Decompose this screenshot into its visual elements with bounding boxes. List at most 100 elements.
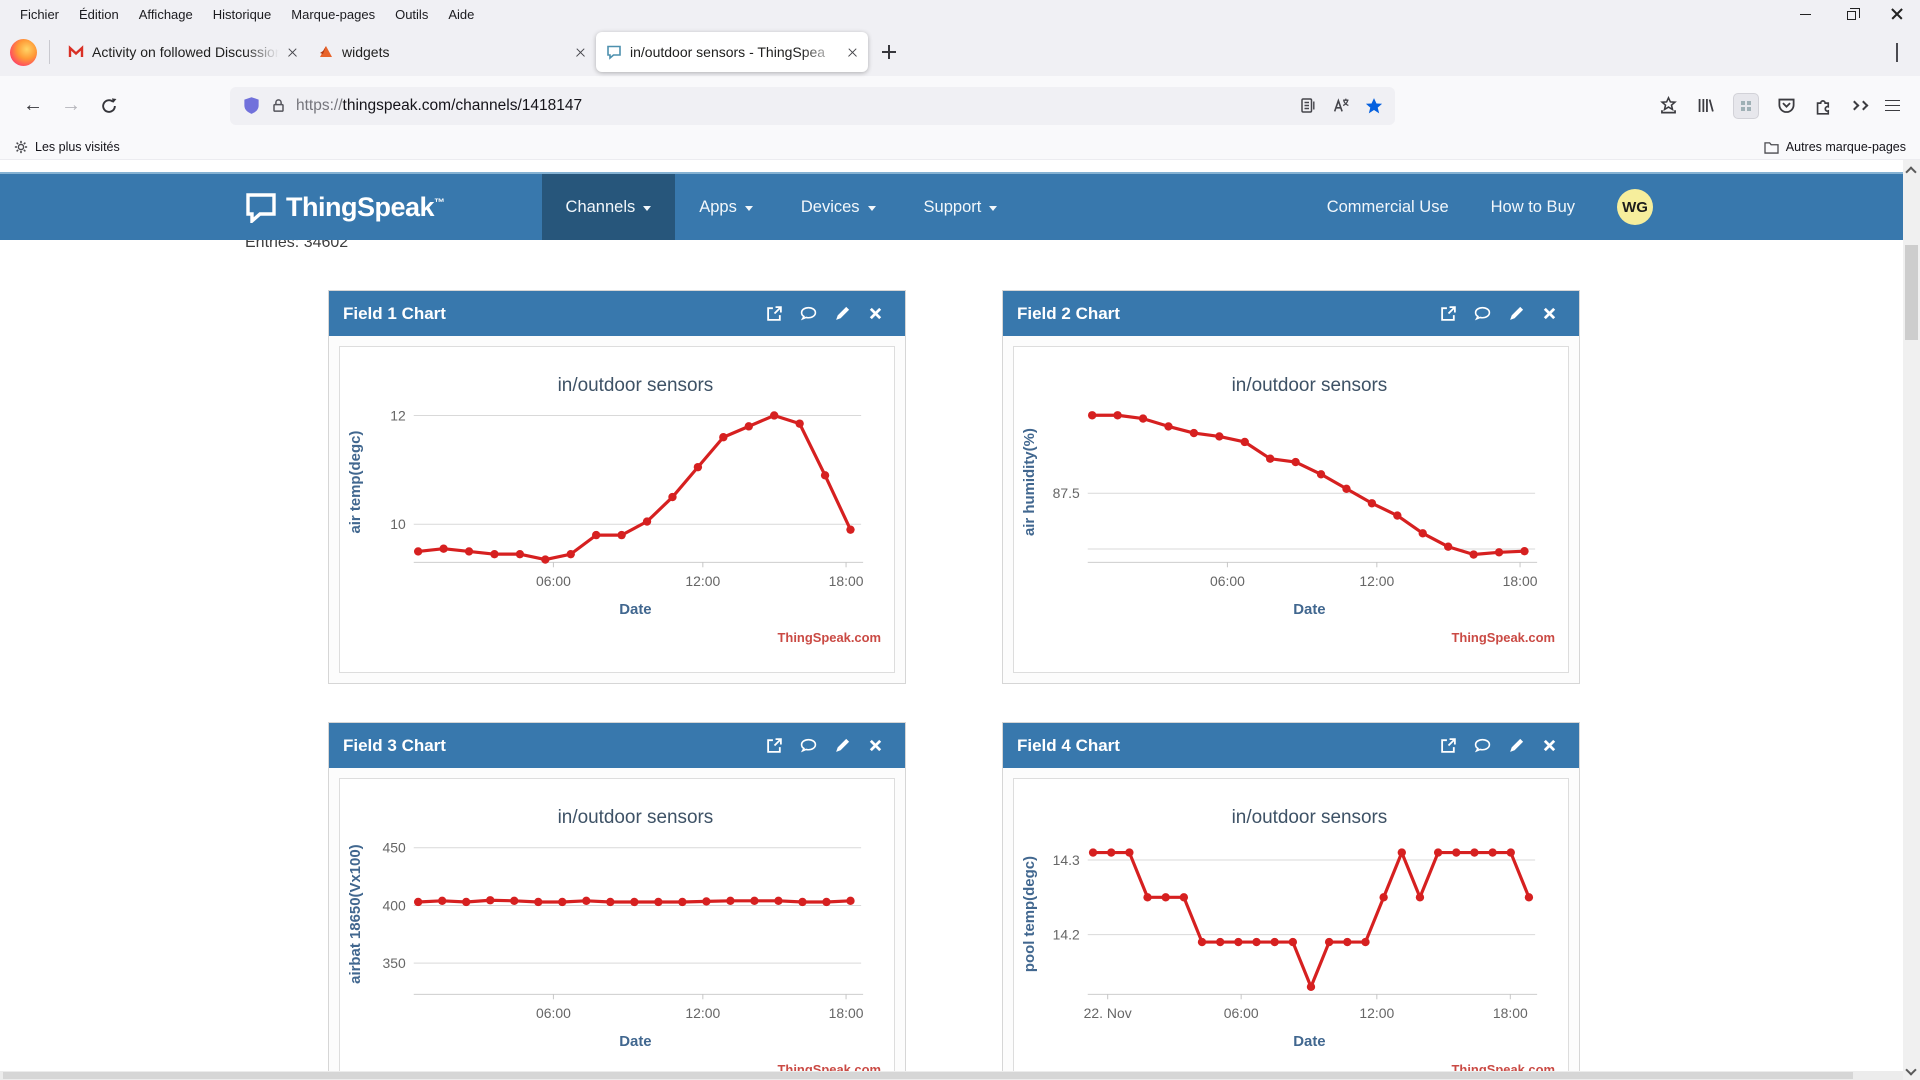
thingspeak-nav-right: Commercial Use How to Buy WG (1327, 174, 1653, 240)
vertical-scrollbar[interactable] (1903, 160, 1920, 1080)
menu-marque-pages[interactable]: Marque-pages (281, 7, 385, 22)
reload-button[interactable] (90, 88, 128, 124)
nav-channels[interactable]: Channels (542, 174, 676, 240)
tab-thingspeak-active[interactable]: in/outdoor sensors - ThingSpea (596, 32, 868, 72)
svg-text:18:00: 18:00 (829, 573, 864, 589)
field-4-chart[interactable]: in/outdoor sensorspool temp(degc)14.314.… (1014, 779, 1569, 1080)
menu-aide[interactable]: Aide (438, 7, 484, 22)
horizontal-scrollbar[interactable] (0, 1071, 1903, 1080)
thingspeak-logo[interactable]: ThingSpeak™ (245, 174, 445, 240)
field-2-chart[interactable]: in/outdoor sensorsair humidity(%)87.506:… (1014, 347, 1569, 673)
svg-text:06:00: 06:00 (536, 1005, 571, 1021)
external-link-icon[interactable] (1440, 737, 1457, 754)
thingspeak-navbar: ThingSpeak™ Channels Apps Devices Suppor… (0, 172, 1903, 240)
menu-fichier[interactable]: Fichier (10, 7, 69, 22)
remove-x-icon[interactable] (1542, 738, 1557, 753)
svg-text:450: 450 (382, 840, 406, 856)
tab-gmail[interactable]: Activity on followed Discussion (58, 32, 308, 72)
gear-icon (14, 140, 28, 154)
comment-icon[interactable] (1474, 305, 1491, 322)
edit-pencil-icon[interactable] (834, 737, 851, 754)
disabled-extension-icon[interactable] (1733, 93, 1759, 119)
nav-support[interactable]: Support (900, 174, 1022, 240)
field-3-chart[interactable]: in/outdoor sensorsairbat 18650(Vx100)450… (340, 779, 895, 1080)
bookmark-star-icon[interactable] (1365, 97, 1383, 115)
external-link-icon[interactable] (766, 737, 783, 754)
svg-text:ThingSpeak.com: ThingSpeak.com (778, 630, 882, 645)
forward-button[interactable]: → (52, 88, 90, 124)
svg-text:400: 400 (382, 897, 406, 913)
svg-text:in/outdoor sensors: in/outdoor sensors (1232, 375, 1388, 396)
external-link-icon[interactable] (766, 305, 783, 322)
reader-mode-icon[interactable] (1300, 97, 1316, 114)
svg-text:06:00: 06:00 (1224, 1005, 1259, 1021)
tab-close-icon[interactable] (575, 47, 586, 58)
svg-text:air temp(degc): air temp(degc) (347, 431, 364, 534)
collections-star-tray-icon[interactable] (1659, 96, 1678, 115)
chart-frame: in/outdoor sensorsair humidity(%)87.506:… (1013, 346, 1569, 673)
edit-pencil-icon[interactable] (1508, 305, 1525, 322)
restore-button[interactable] (1828, 0, 1874, 28)
nav-how-to-buy[interactable]: How to Buy (1491, 198, 1575, 217)
tab-bar: Activity on followed Discussion widgets … (0, 28, 1920, 76)
thingspeak-bubble-icon (606, 44, 622, 60)
translate-icon[interactable] (1332, 97, 1349, 114)
other-bookmarks[interactable]: Autres marque-pages (1764, 140, 1906, 154)
external-link-icon[interactable] (1440, 305, 1457, 322)
chevron-down-icon (1896, 43, 1898, 62)
menu-outils[interactable]: Outils (385, 7, 438, 22)
caret-down-icon (643, 206, 651, 211)
svg-text:airbat 18650(Vx100): airbat 18650(Vx100) (347, 844, 364, 984)
pocket-icon[interactable] (1777, 96, 1796, 115)
svg-text:06:00: 06:00 (536, 573, 571, 589)
comment-icon[interactable] (800, 305, 817, 322)
library-icon[interactable] (1696, 96, 1715, 115)
tab-title: widgets (342, 44, 567, 60)
firefox-icon[interactable] (10, 39, 37, 66)
menu-edition[interactable]: Édition (69, 7, 129, 22)
url-text: thingspeak.com/channels/1418147 (343, 97, 583, 115)
close-button[interactable] (1874, 0, 1920, 28)
user-avatar[interactable]: WG (1617, 189, 1653, 225)
nav-commercial-use[interactable]: Commercial Use (1327, 198, 1449, 217)
remove-x-icon[interactable] (868, 738, 883, 753)
remove-x-icon[interactable] (1542, 306, 1557, 321)
new-tab-button[interactable] (882, 45, 896, 59)
svg-text:12:00: 12:00 (685, 573, 720, 589)
tab-widgets[interactable]: widgets (308, 32, 596, 72)
lock-icon[interactable] (271, 97, 286, 114)
nav-devices[interactable]: Devices (777, 174, 900, 240)
tab-separator (49, 40, 50, 64)
scroll-down-arrow[interactable] (1907, 1062, 1915, 1078)
menu-affichage[interactable]: Affichage (129, 7, 203, 22)
comment-icon[interactable] (800, 737, 817, 754)
tab-close-icon[interactable] (847, 47, 858, 58)
horizontal-scrollbar-thumb[interactable] (3, 1072, 1853, 1079)
back-button[interactable]: ← (14, 88, 52, 124)
edit-pencil-icon[interactable] (1508, 737, 1525, 754)
svg-text:18:00: 18:00 (829, 1005, 864, 1021)
field-1-chart[interactable]: in/outdoor sensorsair temp(degc)121006:0… (340, 347, 895, 673)
scrollbar-thumb[interactable] (1905, 245, 1918, 340)
caret-down-icon (868, 206, 876, 211)
edit-pencil-icon[interactable] (834, 305, 851, 322)
other-bookmarks-label: Autres marque-pages (1786, 140, 1906, 154)
card-header: Field 1 Chart (329, 291, 905, 336)
svg-text:87.5: 87.5 (1053, 485, 1080, 501)
url-bar[interactable]: https://thingspeak.com/channels/1418147 (230, 87, 1395, 125)
overflow-menu-icon[interactable] (1851, 102, 1867, 109)
card-actions (766, 305, 891, 322)
minimize-button[interactable] (1782, 0, 1828, 28)
app-menu-icon[interactable] (1885, 100, 1900, 112)
nav-apps[interactable]: Apps (675, 174, 777, 240)
bookmark-most-visited[interactable]: Les plus visités (35, 140, 120, 154)
menu-historique[interactable]: Historique (203, 7, 282, 22)
restore-icon (1847, 11, 1856, 20)
list-all-tabs-button[interactable] (1896, 41, 1898, 63)
extensions-puzzle-icon[interactable] (1814, 96, 1833, 115)
comment-icon[interactable] (1474, 737, 1491, 754)
scroll-up-arrow[interactable] (1907, 164, 1915, 180)
tab-close-icon[interactable] (287, 47, 298, 58)
tracking-shield-icon[interactable] (242, 96, 261, 115)
remove-x-icon[interactable] (868, 306, 883, 321)
